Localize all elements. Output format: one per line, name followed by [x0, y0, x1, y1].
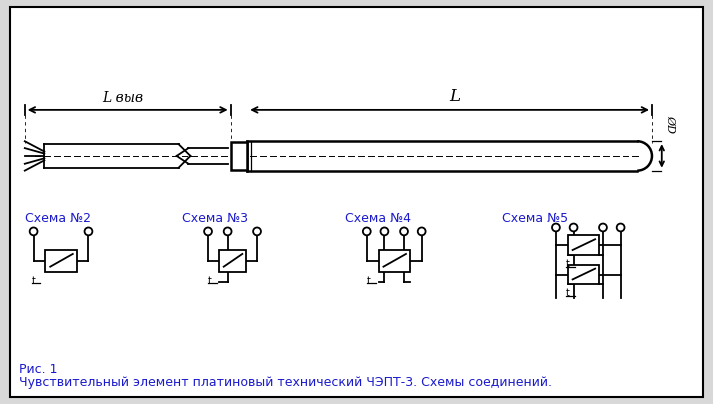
- Circle shape: [30, 227, 38, 235]
- Text: Чувствительный элемент платиновый технический ЧЭПТ-3. Схемы соединений.: Чувствительный элемент платиновый технич…: [19, 377, 552, 389]
- Text: L выв: L выв: [102, 91, 143, 105]
- Text: t: t: [208, 276, 212, 286]
- Circle shape: [204, 227, 212, 235]
- Circle shape: [570, 223, 578, 231]
- Circle shape: [253, 227, 261, 235]
- Bar: [568, 235, 599, 255]
- Circle shape: [363, 227, 371, 235]
- Bar: [46, 250, 77, 271]
- Text: t: t: [31, 276, 36, 286]
- Circle shape: [224, 227, 232, 235]
- Bar: [230, 142, 247, 170]
- Circle shape: [381, 227, 389, 235]
- Text: L: L: [449, 88, 460, 105]
- Text: Схема №4: Схема №4: [345, 212, 411, 225]
- Circle shape: [400, 227, 408, 235]
- Circle shape: [418, 227, 426, 235]
- Text: Рис. 1: Рис. 1: [19, 363, 57, 376]
- Text: Схема №3: Схема №3: [182, 212, 247, 225]
- Bar: [568, 265, 599, 284]
- Circle shape: [552, 223, 560, 231]
- Text: t: t: [565, 259, 570, 269]
- Text: t: t: [366, 276, 371, 286]
- Text: Схема №2: Схема №2: [25, 212, 91, 225]
- Text: ØD: ØD: [666, 116, 676, 133]
- Circle shape: [85, 227, 93, 235]
- Text: Схема №5: Схема №5: [502, 212, 568, 225]
- Circle shape: [617, 223, 625, 231]
- Circle shape: [599, 223, 607, 231]
- Text: t: t: [565, 288, 570, 298]
- Bar: [379, 250, 410, 271]
- Bar: [219, 250, 246, 271]
